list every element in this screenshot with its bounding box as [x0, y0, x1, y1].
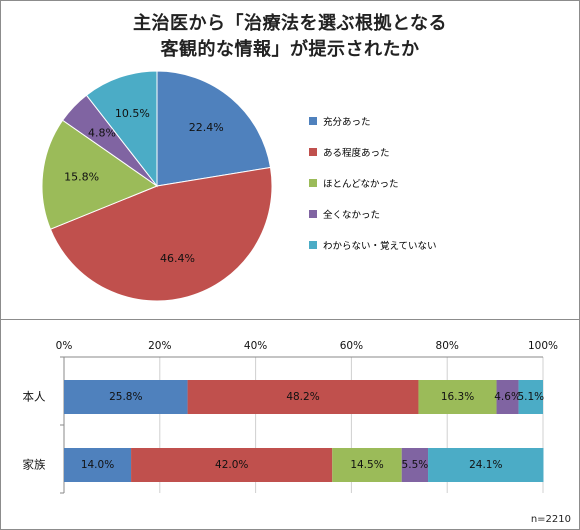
- x-tick-label: 100%: [528, 340, 558, 352]
- bar-segment: [518, 380, 543, 414]
- y-category-label: 家族: [23, 458, 46, 472]
- pie-slice-1: [156, 70, 272, 187]
- pie-data-label-2: 46.4%: [160, 252, 195, 265]
- legend-label: ある程度あった: [323, 148, 390, 159]
- pie-chart: 22.4% 46.4% 15.8% 4.8% 10.5%: [41, 70, 273, 302]
- x-tick-label: 60%: [340, 340, 363, 352]
- legend-label: 充分あった: [323, 117, 371, 128]
- x-tick-label: 20%: [148, 340, 171, 352]
- legend-item-3: ほとんどなかった: [309, 176, 399, 190]
- legend-item-2: ある程度あった: [309, 145, 390, 159]
- x-tick-label: 40%: [244, 340, 267, 352]
- bar-data-label: 14.5%: [350, 459, 383, 471]
- bar-segment: [64, 380, 188, 414]
- bar-data-label: 24.1%: [469, 459, 502, 471]
- bar-segment: [428, 448, 544, 482]
- stacked-bar-chart: 0% 20% 40% 60% 80% 100%本人 25.8% 48.2% 16.3% 4.6%5…: [23, 340, 558, 494]
- chart-title-line-2: 客観的な情報」が提示されたか: [160, 39, 420, 60]
- bar-segment: [401, 448, 429, 482]
- legend-item-1: 充分あった: [309, 114, 371, 128]
- bar-data-label: 48.2%: [286, 391, 319, 403]
- pie-data-label-1: 22.4%: [189, 121, 224, 134]
- bar-segment: [187, 380, 419, 414]
- pie-slice-5: [85, 70, 158, 188]
- legend-label: わからない・覚えていない: [323, 241, 437, 252]
- bar-segment: [332, 448, 402, 482]
- pie-data-label-5: 10.5%: [115, 107, 150, 120]
- y-category-label: 本人: [23, 390, 46, 404]
- chart-title-line-1: 主治医から「治療法を選ぶ根拠となる: [133, 13, 447, 34]
- legend-swatch: [309, 117, 317, 125]
- legend-label: 全くなかった: [323, 210, 381, 221]
- legend-swatch: [309, 148, 317, 156]
- bar-data-label: 25.8%: [109, 391, 142, 403]
- bar-data-label: 4.6%: [494, 391, 521, 403]
- bar-data-label: 16.3%: [441, 391, 474, 403]
- bar-data-label: 14.0%: [81, 459, 114, 471]
- pie-slice-2: [49, 166, 273, 302]
- pie-data-label-4: 4.8%: [88, 127, 116, 140]
- legend-swatch: [309, 241, 317, 249]
- pie-slice-3: [41, 119, 159, 230]
- section-divider: [1, 319, 579, 320]
- bar-data-label: 42.0%: [215, 459, 248, 471]
- legend-swatch: [309, 210, 317, 218]
- bar-segment: [131, 448, 333, 482]
- x-tick-label: 80%: [436, 340, 459, 352]
- bar-segment: [496, 380, 519, 414]
- pie-data-label-3: 15.8%: [64, 171, 99, 184]
- legend-label: ほとんどなかった: [323, 179, 399, 190]
- bar-segment: [64, 448, 132, 482]
- x-tick-label: 0%: [56, 340, 73, 352]
- bar-data-label: 5.1%: [517, 391, 544, 403]
- legend-swatch: [309, 179, 317, 187]
- legend-item-4: 全くなかった: [309, 207, 380, 221]
- bar-data-label: 5.5%: [402, 459, 429, 471]
- bar-segment: [418, 380, 497, 414]
- legend-item-5: わからない・覚えていない: [309, 238, 437, 252]
- sample-size-note: n=2210: [530, 514, 571, 525]
